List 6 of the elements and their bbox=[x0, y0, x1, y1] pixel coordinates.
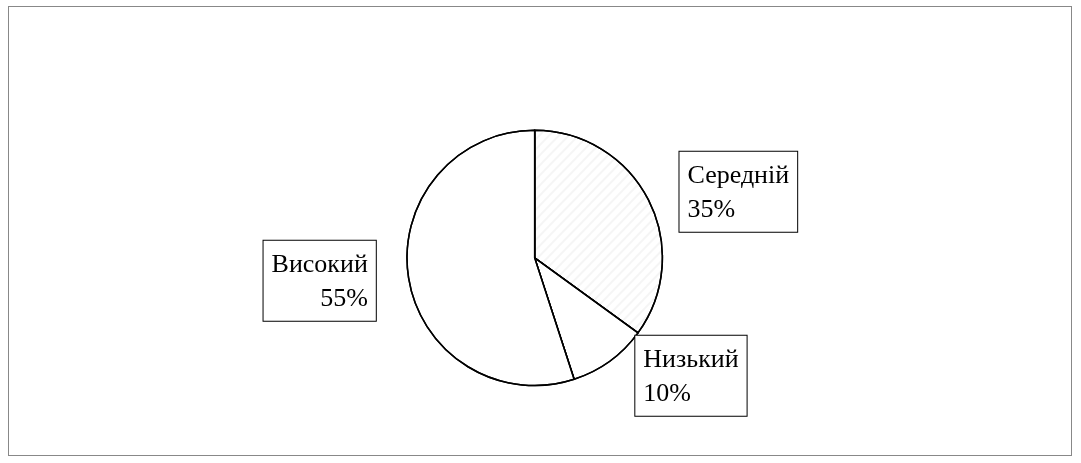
data-label: 35% bbox=[687, 194, 736, 224]
slice-label: Високий bbox=[271, 249, 368, 279]
data-label: 10% bbox=[643, 378, 691, 408]
data-label: 55% bbox=[320, 283, 368, 313]
slice-label: Середній bbox=[687, 160, 790, 190]
slice-label: Низький bbox=[643, 344, 739, 374]
